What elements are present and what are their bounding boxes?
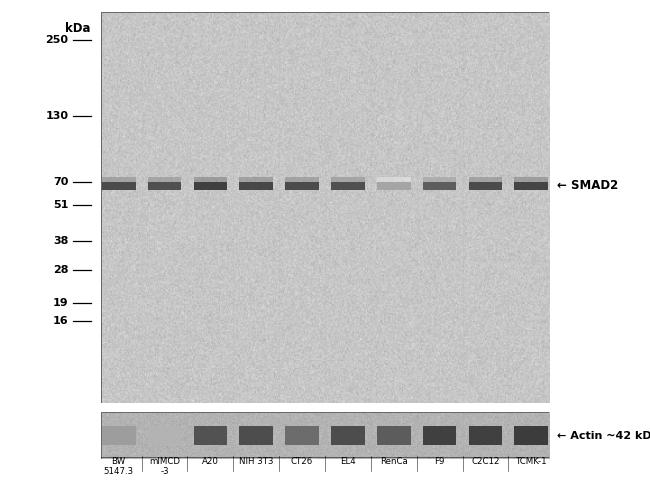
Bar bbox=[331, 182, 365, 190]
Bar bbox=[285, 182, 319, 190]
Text: 16: 16 bbox=[53, 316, 68, 325]
Bar bbox=[194, 426, 228, 445]
Text: C2C12: C2C12 bbox=[471, 457, 500, 466]
Bar bbox=[331, 426, 365, 445]
Bar bbox=[469, 426, 502, 445]
Bar bbox=[515, 426, 548, 445]
Text: ← Actin ~42 kDa: ← Actin ~42 kDa bbox=[557, 430, 650, 441]
Bar bbox=[422, 182, 456, 190]
Bar bbox=[331, 177, 365, 182]
Bar bbox=[469, 182, 502, 190]
Text: 28: 28 bbox=[53, 265, 68, 275]
Text: 51: 51 bbox=[53, 201, 68, 210]
Text: ← SMAD2: ← SMAD2 bbox=[557, 180, 619, 192]
Bar bbox=[102, 182, 135, 190]
Bar bbox=[239, 182, 273, 190]
Text: F9: F9 bbox=[434, 457, 445, 466]
Text: CT26: CT26 bbox=[291, 457, 313, 466]
Bar bbox=[148, 177, 181, 182]
Bar bbox=[102, 177, 135, 182]
Bar bbox=[285, 177, 319, 182]
Text: A20: A20 bbox=[202, 457, 219, 466]
Bar bbox=[239, 426, 273, 445]
Bar bbox=[515, 182, 548, 190]
Text: 130: 130 bbox=[46, 111, 68, 121]
Text: RenCa: RenCa bbox=[380, 457, 408, 466]
Text: 250: 250 bbox=[46, 35, 68, 44]
Text: BW
5147.3: BW 5147.3 bbox=[103, 457, 134, 476]
Text: 19: 19 bbox=[53, 298, 68, 308]
Bar bbox=[377, 426, 411, 445]
Bar bbox=[239, 177, 273, 182]
Text: 70: 70 bbox=[53, 177, 68, 187]
Text: 38: 38 bbox=[53, 236, 68, 245]
Bar bbox=[515, 177, 548, 182]
Text: mIMCD
-3: mIMCD -3 bbox=[149, 457, 180, 476]
Bar bbox=[422, 177, 456, 182]
Bar bbox=[148, 182, 181, 190]
Text: TCMK-1: TCMK-1 bbox=[515, 457, 547, 466]
Bar bbox=[148, 426, 181, 445]
Bar bbox=[469, 177, 502, 182]
Bar bbox=[194, 182, 228, 190]
Bar bbox=[102, 426, 135, 445]
Bar bbox=[377, 182, 411, 190]
Text: kDa: kDa bbox=[65, 22, 90, 35]
Text: NIH 3T3: NIH 3T3 bbox=[239, 457, 274, 466]
Bar bbox=[194, 177, 228, 182]
Bar bbox=[422, 426, 456, 445]
Text: EL4: EL4 bbox=[340, 457, 356, 466]
Bar bbox=[377, 177, 411, 182]
Bar bbox=[285, 426, 319, 445]
